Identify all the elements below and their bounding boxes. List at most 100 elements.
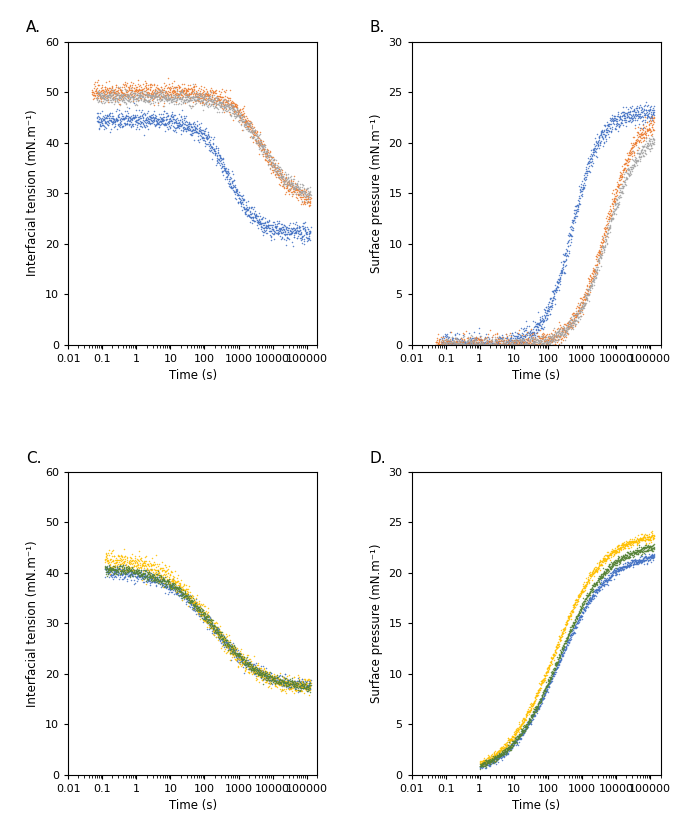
Point (450, 335, 461, 348)
Point (287, 187, 298, 201)
Point (104, 86, 114, 99)
Point (137, 567, 148, 581)
Point (148, 89, 159, 102)
Point (513, 731, 524, 745)
Point (193, 600, 204, 613)
Point (298, 677, 308, 691)
Point (505, 740, 516, 753)
Point (508, 737, 519, 751)
Point (517, 329, 528, 342)
Point (278, 221, 289, 234)
Point (255, 666, 266, 680)
Point (137, 86, 148, 99)
Point (566, 608, 577, 621)
Point (250, 210, 261, 223)
Point (191, 122, 202, 135)
Point (454, 338, 465, 352)
Point (505, 335, 516, 348)
Point (287, 176, 298, 189)
Point (452, 335, 462, 348)
Point (486, 754, 497, 767)
Point (513, 332, 524, 345)
Point (108, 92, 119, 105)
Point (648, 132, 659, 145)
Point (299, 185, 310, 198)
Point (550, 646, 561, 660)
Point (486, 755, 497, 768)
Point (107, 95, 118, 108)
Point (163, 577, 174, 591)
Point (521, 322, 532, 335)
Point (116, 88, 127, 102)
Point (210, 148, 221, 162)
Point (247, 202, 258, 216)
Point (283, 677, 294, 691)
Point (174, 588, 185, 601)
Point (153, 573, 164, 586)
Point (625, 532, 636, 546)
Point (595, 581, 605, 594)
Point (491, 333, 502, 347)
Point (180, 586, 191, 600)
Point (499, 338, 510, 352)
Point (247, 214, 258, 227)
Point (439, 333, 450, 347)
Point (491, 749, 502, 762)
Point (457, 337, 468, 351)
Point (238, 657, 249, 671)
Point (146, 81, 157, 94)
Point (522, 721, 533, 734)
Point (266, 671, 276, 684)
Point (505, 326, 516, 339)
Point (261, 669, 272, 682)
Point (197, 609, 208, 622)
Point (121, 566, 131, 580)
Point (292, 676, 303, 689)
Point (210, 625, 221, 638)
Point (549, 328, 560, 342)
Point (522, 717, 533, 731)
Point (471, 337, 482, 350)
Point (583, 574, 594, 587)
Point (597, 235, 608, 248)
Point (457, 338, 468, 352)
Point (590, 266, 601, 279)
Point (630, 536, 641, 549)
Point (296, 186, 307, 199)
Point (524, 325, 535, 338)
Point (200, 607, 210, 621)
Point (271, 221, 282, 234)
Point (100, 567, 111, 581)
Point (554, 316, 565, 329)
Point (494, 745, 505, 758)
Point (469, 337, 480, 350)
Point (191, 125, 202, 138)
Point (580, 172, 591, 186)
Point (204, 616, 215, 629)
Point (512, 336, 523, 349)
Point (94, 116, 105, 129)
Point (94, 87, 105, 100)
Point (99, 562, 110, 576)
Point (632, 101, 643, 114)
Point (637, 527, 648, 541)
Point (646, 103, 657, 117)
Point (594, 557, 605, 571)
Point (583, 288, 594, 302)
Point (166, 92, 177, 106)
Point (509, 335, 520, 348)
Point (563, 631, 573, 645)
Point (627, 164, 637, 177)
Point (589, 586, 600, 599)
Point (200, 134, 210, 147)
Point (542, 678, 553, 691)
Point (533, 696, 544, 710)
Point (577, 298, 588, 312)
Point (528, 328, 539, 342)
Point (159, 110, 170, 123)
Point (104, 561, 114, 574)
Point (108, 87, 118, 100)
Point (606, 558, 617, 571)
Point (548, 666, 558, 680)
Point (622, 549, 633, 562)
